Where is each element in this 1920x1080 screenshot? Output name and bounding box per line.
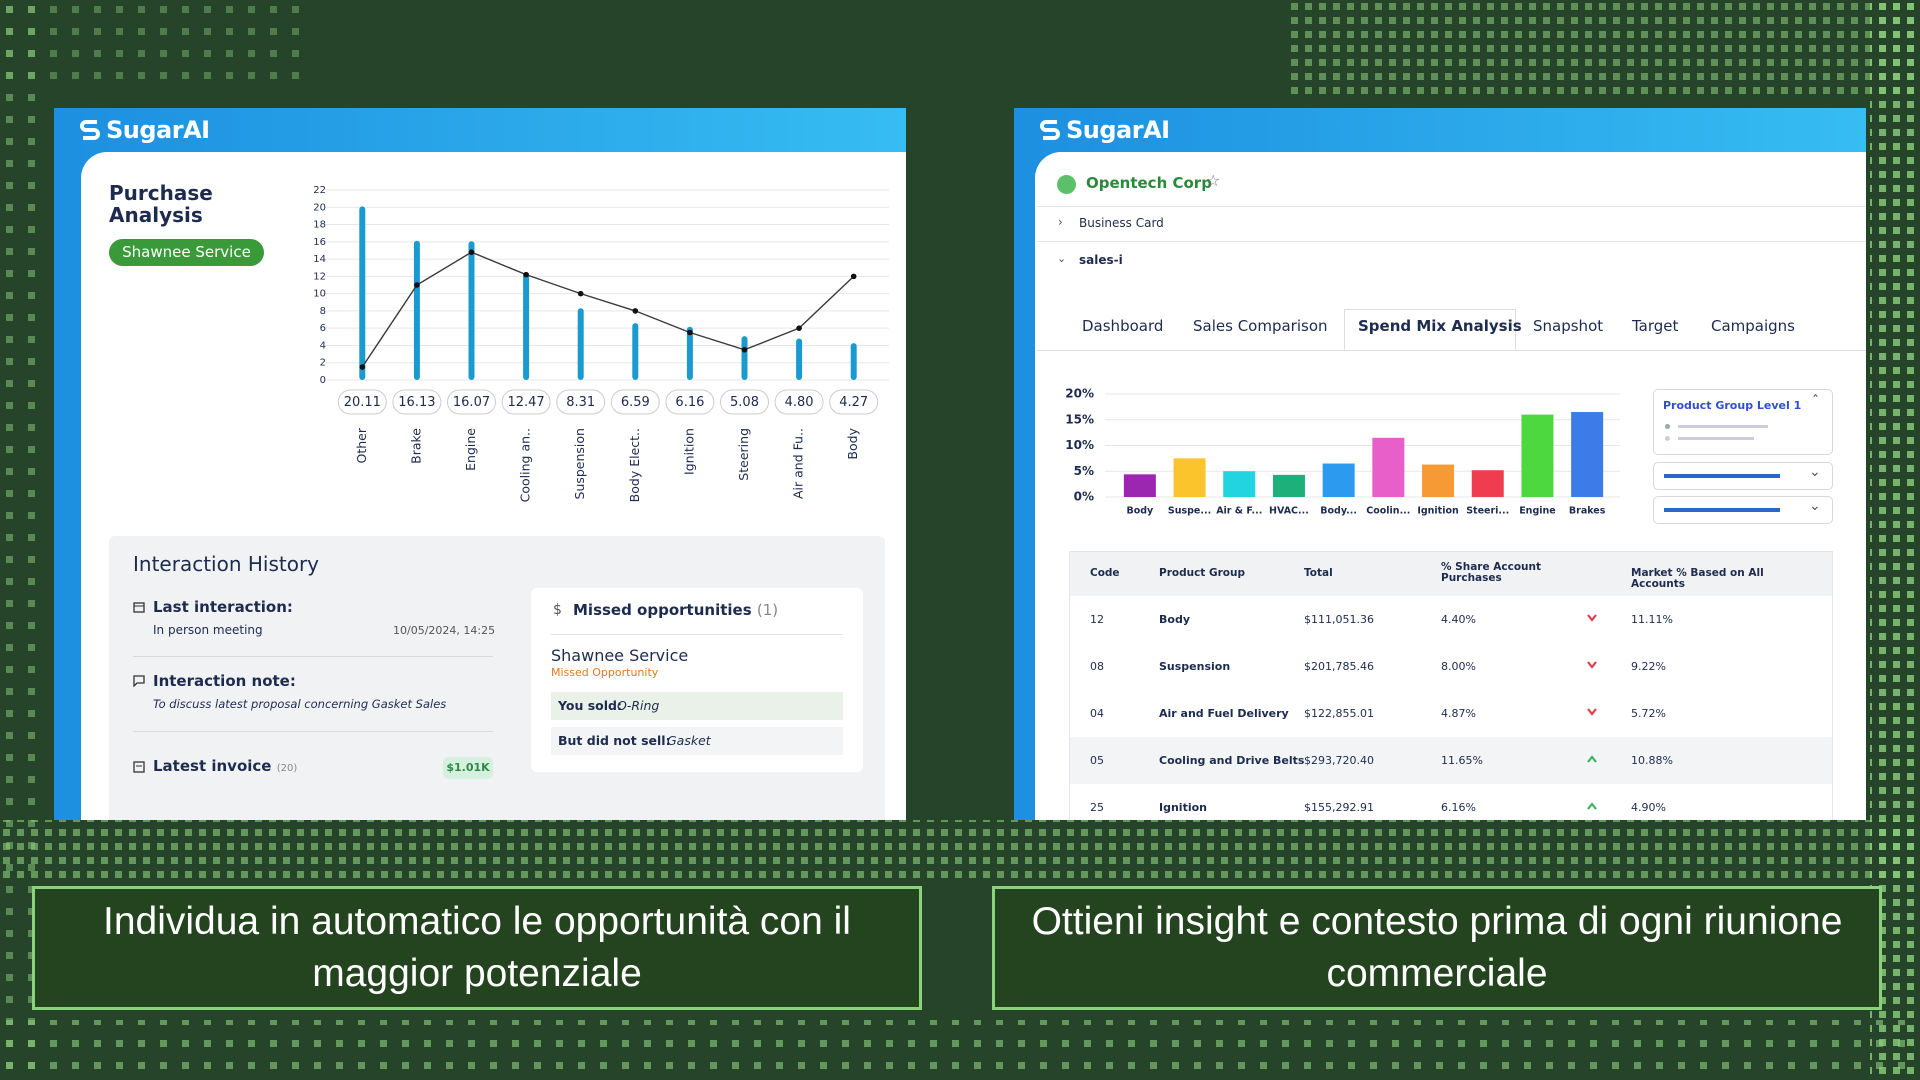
sold-label: You sold: — [558, 698, 623, 713]
invoice-label: Latest invoice (20) — [153, 757, 297, 775]
missed-status: Missed Opportunity — [551, 666, 659, 679]
caption: Ottieni insight e contesto prima di ogni… — [992, 886, 1882, 1010]
section-title: Purchase Analysis — [109, 181, 213, 227]
not-sold-row: But did not sell: Gasket — [551, 727, 843, 755]
divider — [133, 731, 493, 732]
invoice-icon — [133, 761, 145, 773]
invoice-amount: $1.01K — [443, 757, 493, 779]
missed-title-text: Missed opportunities — [573, 601, 752, 619]
history-title: Interaction History — [133, 552, 320, 576]
caption: Individua in automatico le opportunità c… — [32, 886, 922, 1010]
logo-icon — [80, 120, 100, 140]
right-panel: SugarAI — [1014, 108, 1866, 820]
customer-badge[interactable]: Shawnee Service — [109, 239, 264, 266]
left-panel: SugarAI Purchase Analysis Shawnee Servic… — [54, 108, 906, 820]
note-label: Interaction note: — [153, 672, 296, 690]
last-interaction-label: Last interaction: — [153, 598, 293, 616]
not-sold-label: But did not sell: — [558, 733, 671, 748]
interaction-history: Interaction History Last interaction: In… — [109, 536, 885, 820]
missed-title: Missed opportunities (1) — [573, 601, 778, 619]
last-interaction-date: 10/05/2024, 14:25 — [393, 624, 496, 637]
sold-row: You sold: O-Ring — [551, 692, 843, 720]
invoice-count: (20) — [276, 763, 298, 774]
logo-text: SugarAI — [106, 116, 210, 144]
dollar-icon: $ — [553, 602, 562, 618]
logo: SugarAI — [1040, 116, 1170, 144]
calendar-icon — [133, 602, 145, 613]
card: Purchase Analysis Shawnee Service Intera… — [81, 152, 906, 820]
invoice-label-text: Latest invoice — [153, 757, 272, 775]
missed-count: (1) — [756, 601, 779, 619]
sold-value: O-Ring — [617, 698, 660, 713]
logo-text: SugarAI — [1066, 116, 1170, 144]
note-value: To discuss latest proposal concerning Ga… — [153, 697, 447, 711]
missed-customer: Shawnee Service — [551, 646, 689, 665]
last-interaction-value: In person meeting — [153, 623, 263, 637]
logo-icon — [1040, 120, 1060, 140]
note-icon — [133, 675, 145, 687]
card — [1035, 152, 1866, 820]
divider — [133, 656, 493, 657]
logo: SugarAI — [80, 116, 210, 144]
missed-opportunities: $ Missed opportunities (1) Shawnee Servi… — [531, 588, 863, 772]
not-sold-value: Gasket — [667, 733, 711, 748]
divider — [551, 634, 843, 635]
